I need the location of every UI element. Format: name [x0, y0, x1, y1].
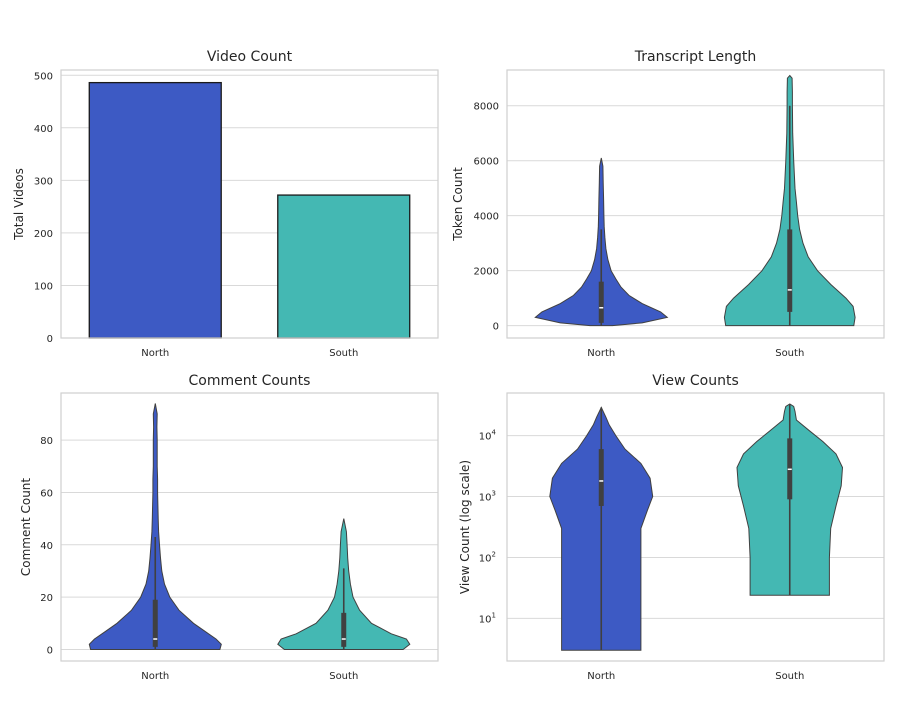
iqr-box-south: [341, 612, 347, 647]
iqr-box-south: [787, 229, 793, 312]
comment-counts-grid: [61, 439, 438, 650]
panel-transcript-length: 0 2000 4000 6000 8000 North South Transcript …: [451, 49, 885, 359]
transcript-length-title: Transcript Length: [634, 49, 756, 65]
view-counts-y-label: View Count (log scale): [458, 460, 472, 594]
y-tick-label: 4000: [474, 212, 499, 223]
transcript-length-x-ticks: North South: [587, 348, 804, 359]
view-counts-violins: [549, 403, 844, 651]
video-count-x-ticks: North South: [141, 348, 358, 359]
violin-north: [88, 403, 222, 650]
view-counts-frame: [506, 392, 885, 662]
y-tick-label: 6000: [474, 157, 499, 168]
video-count-frame: [60, 69, 439, 339]
x-tick-label-south: South: [775, 671, 804, 682]
transcript-length-y-label: Token Count: [451, 167, 465, 242]
y-tick-label: 20: [40, 593, 53, 604]
bar-south: [277, 194, 411, 339]
x-tick-label-north: North: [587, 671, 615, 682]
panel-comment-counts: 0 20 40 60 80 North South Comment Counts Comm…: [19, 373, 439, 682]
transcript-length-y-ticks: 0 2000 4000 6000 8000: [474, 102, 499, 333]
x-tick-label-south: South: [775, 348, 804, 359]
y-tick-label: 103: [479, 490, 496, 504]
video-count-y-ticks: 0 100 200 300 400 500: [34, 71, 53, 345]
x-tick-label-north: North: [587, 348, 615, 359]
comment-counts-x-ticks: North South: [141, 671, 358, 682]
y-tick-label: 40: [40, 541, 53, 552]
comment-counts-y-ticks: 0 20 40 60 80: [40, 436, 53, 656]
iqr-box-north: [152, 599, 158, 647]
x-tick-label-north: North: [141, 671, 169, 682]
y-tick-label: 0: [47, 645, 53, 656]
y-tick-label: 8000: [474, 102, 499, 113]
transcript-length-violins: [534, 74, 856, 327]
y-tick-label: 80: [40, 436, 53, 447]
view-counts-x-ticks: North South: [587, 671, 804, 682]
video-count-title: Video Count: [207, 49, 293, 65]
y-tick-label: 100: [34, 281, 53, 292]
y-tick-label: 102: [479, 550, 496, 564]
y-tick-label: 300: [34, 176, 53, 187]
iqr-box-north: [598, 449, 604, 506]
y-tick-label: 400: [34, 124, 53, 135]
iqr-box-north: [598, 281, 604, 323]
panel-view-counts: 101 102 103 104 North South View Counts View…: [458, 373, 885, 682]
y-tick-label: 60: [40, 488, 53, 499]
comment-counts-frame: [60, 392, 439, 662]
comment-counts-violins: [88, 403, 411, 650]
comment-counts-title: Comment Counts: [189, 373, 311, 389]
transcript-length-frame: [506, 69, 885, 339]
video-count-bars: [88, 81, 411, 339]
view-counts-title: View Counts: [652, 373, 739, 389]
bar-north: [88, 81, 222, 339]
y-tick-label: 0: [47, 334, 53, 345]
y-tick-label: 104: [479, 429, 497, 443]
x-tick-label-south: South: [329, 671, 358, 682]
y-tick-label: 2000: [474, 267, 499, 278]
y-tick-label: 101: [479, 611, 496, 625]
y-tick-label: 0: [493, 322, 499, 333]
x-tick-label-south: South: [329, 348, 358, 359]
y-tick-label: 500: [34, 71, 53, 82]
y-tick-label: 200: [34, 229, 53, 240]
x-tick-label-north: North: [141, 348, 169, 359]
transcript-length-grid: [507, 105, 884, 327]
video-count-y-label: Total Videos: [12, 168, 26, 241]
view-counts-y-ticks: 101 102 103 104: [479, 429, 497, 626]
comment-counts-y-label: Comment Count: [19, 478, 33, 577]
